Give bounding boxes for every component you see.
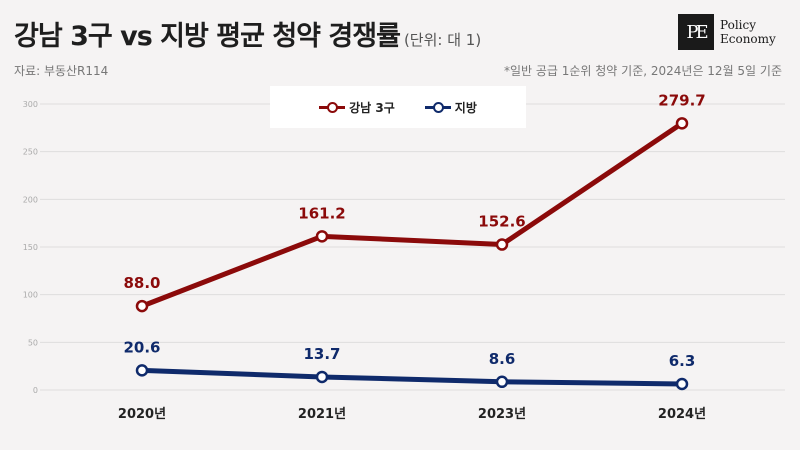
data-label: 279.7 bbox=[658, 91, 705, 109]
chart-title: 강남 3구 vs 지방 평균 청약 경쟁률 (단위: 대 1) bbox=[14, 14, 481, 53]
data-point bbox=[315, 370, 329, 384]
legend-label-gangnam: 강남 3구 bbox=[349, 100, 395, 115]
y-tick-label: 0 bbox=[33, 386, 38, 395]
logo-line-2: Economy bbox=[720, 32, 776, 46]
x-tick-label: 2020년 bbox=[118, 407, 166, 422]
brand-logo: PE Policy Economy bbox=[678, 14, 776, 50]
footnote: *일반 공급 1순위 청약 기준, 2024년은 12월 5일 기준 bbox=[503, 64, 782, 78]
data-label: 152.6 bbox=[478, 213, 525, 231]
legend-swatch-regional bbox=[424, 101, 451, 113]
y-tick-label: 200 bbox=[23, 195, 38, 204]
data-label: 8.6 bbox=[489, 350, 516, 368]
y-tick-label: 100 bbox=[23, 291, 38, 300]
data-point bbox=[135, 299, 149, 313]
y-tick-label: 300 bbox=[23, 100, 38, 109]
data-label: 6.3 bbox=[669, 352, 696, 370]
legend-item-regional: 지방 bbox=[424, 99, 477, 116]
x-tick-label: 2024년 bbox=[658, 407, 706, 422]
data-label: 20.6 bbox=[123, 338, 160, 356]
y-tick-label: 250 bbox=[23, 148, 38, 157]
chart-legend: 강남 3구 지방 bbox=[270, 86, 526, 128]
title-text: 강남 3구 vs 지방 평균 청약 경쟁률 bbox=[14, 21, 401, 52]
y-tick-label: 150 bbox=[23, 243, 38, 252]
data-point bbox=[315, 230, 329, 243]
data-point bbox=[675, 377, 689, 391]
legend-swatch-gangnam bbox=[319, 101, 346, 113]
series-line-gangnam bbox=[139, 120, 685, 309]
legend-item-gangnam: 강남 3구 bbox=[319, 99, 395, 116]
unit-label: (단위: 대 1) bbox=[403, 31, 482, 49]
data-label: 13.7 bbox=[303, 345, 340, 363]
x-tick-label: 2021년 bbox=[298, 407, 346, 422]
series-line-regional bbox=[139, 367, 685, 387]
data-point bbox=[495, 375, 509, 389]
x-tick-label: 2023년 bbox=[478, 407, 526, 422]
y-tick-label: 50 bbox=[28, 338, 38, 347]
data-point bbox=[495, 238, 509, 251]
data-label: 161.2 bbox=[298, 204, 345, 222]
data-label: 88.0 bbox=[123, 274, 160, 292]
logo-line-1: Policy bbox=[720, 18, 756, 32]
logo-mark-icon: PE bbox=[678, 14, 714, 50]
data-point bbox=[135, 364, 149, 377]
source-label: 자료: 부동산R114 bbox=[14, 64, 109, 78]
legend-label-regional: 지방 bbox=[454, 100, 477, 115]
data-point bbox=[675, 117, 689, 130]
logo-text: Policy Economy bbox=[720, 18, 776, 46]
